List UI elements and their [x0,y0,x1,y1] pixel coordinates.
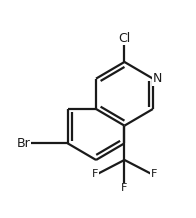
Text: F: F [151,169,157,179]
Text: F: F [92,169,98,179]
Text: N: N [153,72,162,85]
Text: F: F [121,183,128,193]
Text: Br: Br [17,137,30,150]
Text: Cl: Cl [118,32,131,44]
